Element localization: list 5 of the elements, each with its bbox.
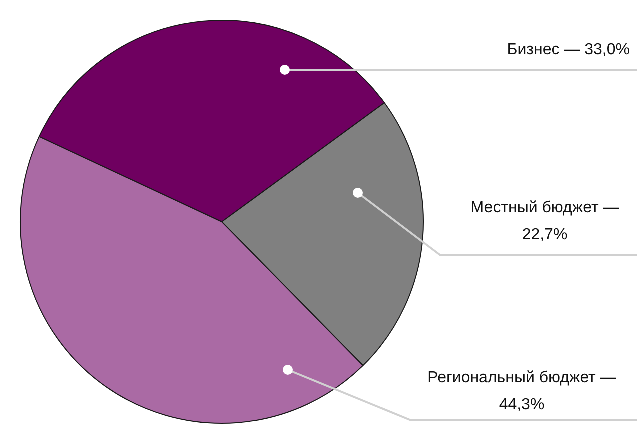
data-label: 22,7%	[522, 226, 568, 244]
data-label: 44,3%	[499, 396, 545, 414]
slice-label: Бизнес — 33,0%	[507, 41, 630, 58]
slice-label: Региональный бюджет —	[428, 369, 616, 386]
slice-label: Местный бюджет —	[470, 199, 620, 216]
